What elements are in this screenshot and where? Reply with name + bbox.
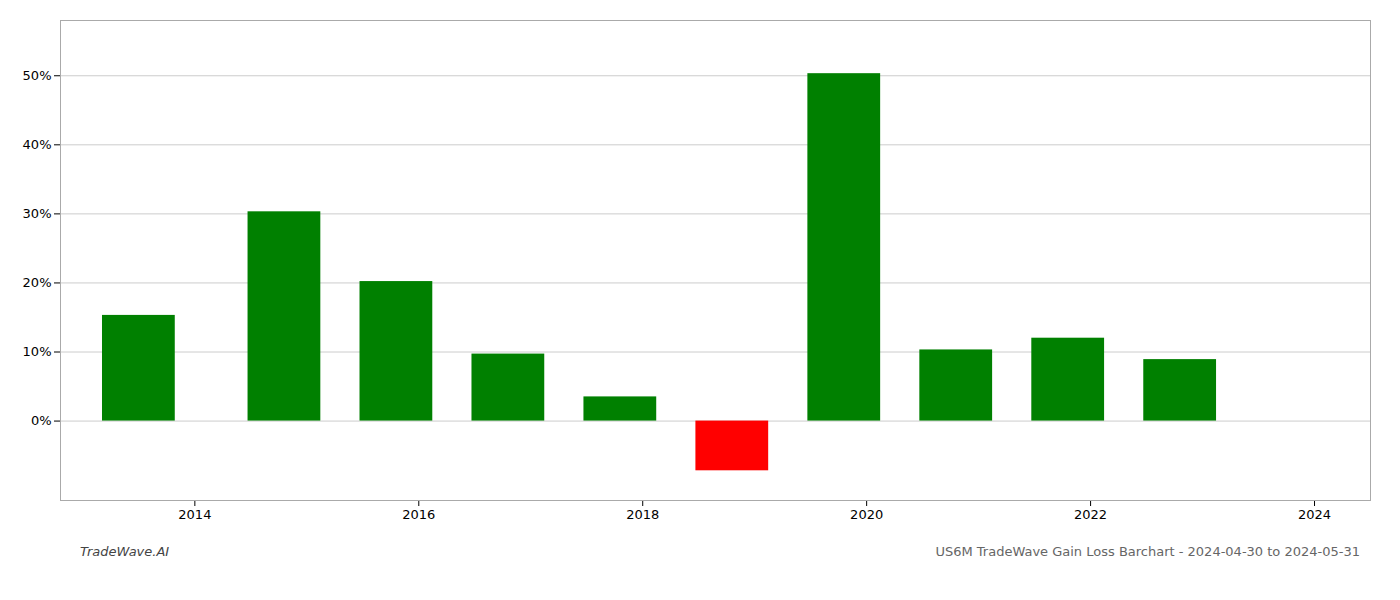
svg-text:20%: 20% [23, 275, 52, 290]
svg-text:50%: 50% [23, 68, 52, 83]
html-text:TradeWave.AI: TradeWave.AI [80, 544, 170, 559]
svg-text:2020: 2020 [850, 507, 883, 522]
svg-text:2022: 2022 [1074, 507, 1107, 522]
svg-text:2024: 2024 [1298, 507, 1331, 522]
svg-text:40%: 40% [23, 137, 52, 152]
html-text:US6M TradeWave Gain Loss Barch: US6M TradeWave Gain Loss Barchart - 2024… [935, 544, 1360, 559]
svg-text:2018: 2018 [626, 507, 659, 522]
svg-text:2016: 2016 [402, 507, 435, 522]
svg-text:2014: 2014 [178, 507, 211, 522]
svg-text:10%: 10% [23, 344, 52, 359]
svg-text:0%: 0% [31, 413, 52, 428]
svg-text:30%: 30% [23, 206, 52, 221]
